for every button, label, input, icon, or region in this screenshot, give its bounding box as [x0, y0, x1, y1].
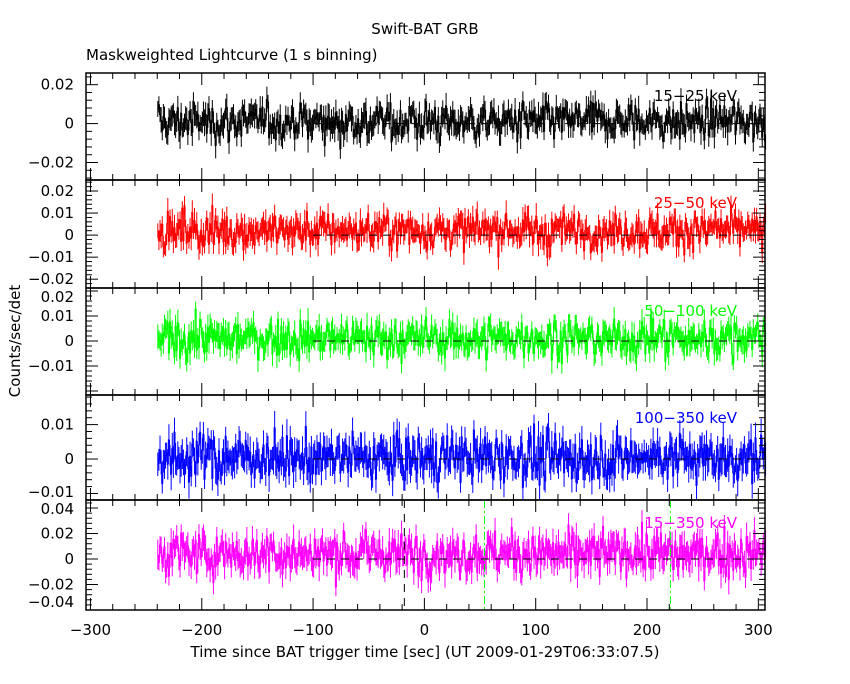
y-tick-label: 0.01	[41, 307, 74, 325]
data-series-50-100-keV	[157, 301, 767, 374]
y-tick-label: −0.01	[28, 357, 74, 375]
x-tick-label: 100	[521, 621, 550, 639]
panel-15-350-keV: 0.04 0.02 0 −0.02−0.04 15−350 keV	[28, 499, 767, 611]
x-tick-label: 200	[633, 621, 662, 639]
x-tick-label: 300	[744, 621, 773, 639]
y-tick-label: −0.01	[28, 483, 74, 501]
panel-100-350-keV: 0.01 0 −0.01 100−350 keV	[28, 394, 767, 501]
y-tick-label: 0	[64, 450, 74, 468]
y-axis-label: Counts/sec/det	[6, 285, 24, 398]
y-tick-label: 0.01	[41, 416, 74, 434]
y-tick-label: 0.04	[41, 500, 74, 518]
band-label: 50−100 keV	[644, 302, 737, 320]
y-tick-label: −0.01	[28, 248, 74, 266]
band-label: 100−350 keV	[635, 409, 738, 427]
y-tick-label: −0.02	[28, 153, 74, 171]
x-tick-label: −300	[70, 621, 111, 639]
y-tick-label: −0.02	[28, 270, 74, 288]
data-series-100-350-keV	[157, 411, 767, 500]
y-tick-label: 0.02	[41, 76, 74, 94]
y-tick-label: 0.02	[41, 288, 74, 306]
y-tick-label: 0.02	[41, 525, 74, 543]
chart-subtitle: Maskweighted Lightcurve (1 s binning)	[86, 46, 377, 64]
y-tick-label: 0	[64, 332, 74, 350]
panel-50-100-keV: 0.020.01 0 −0.01 50−100 keV	[28, 287, 767, 396]
y-tick-label: 0	[64, 226, 74, 244]
x-tick-label: 0	[420, 621, 430, 639]
band-label: 25−50 keV	[654, 194, 738, 212]
data-series-15-350-keV	[157, 510, 767, 597]
y-tick-label: −0.04	[28, 593, 74, 611]
y-tick-label: 0.02	[41, 182, 74, 200]
y-tick-label: −0.02	[28, 576, 74, 594]
panel-25-50-keV: 0.02 0.01 0 −0.01 −0.02 25−50 keV	[28, 179, 767, 289]
panel-frame	[85, 499, 766, 611]
data-series-25-50-keV	[157, 193, 767, 270]
band-label: 15−25 keV	[654, 87, 738, 105]
y-tick-label: 0	[64, 115, 74, 133]
y-tick-label: 0	[64, 550, 74, 568]
chart-title: Swift-BAT GRB	[371, 20, 478, 38]
y-tick-label: 0.01	[41, 204, 74, 222]
x-tick-label: −100	[292, 621, 333, 639]
data-series-15-25-keV	[157, 86, 767, 159]
x-axis-label: Time since BAT trigger time [sec] (UT 20…	[190, 643, 660, 661]
band-label: 15−350 keV	[644, 514, 737, 532]
panel-15-25-keV: 0.02 0 −0.02 15−25 keV	[28, 72, 767, 181]
x-tick-label: −200	[181, 621, 222, 639]
